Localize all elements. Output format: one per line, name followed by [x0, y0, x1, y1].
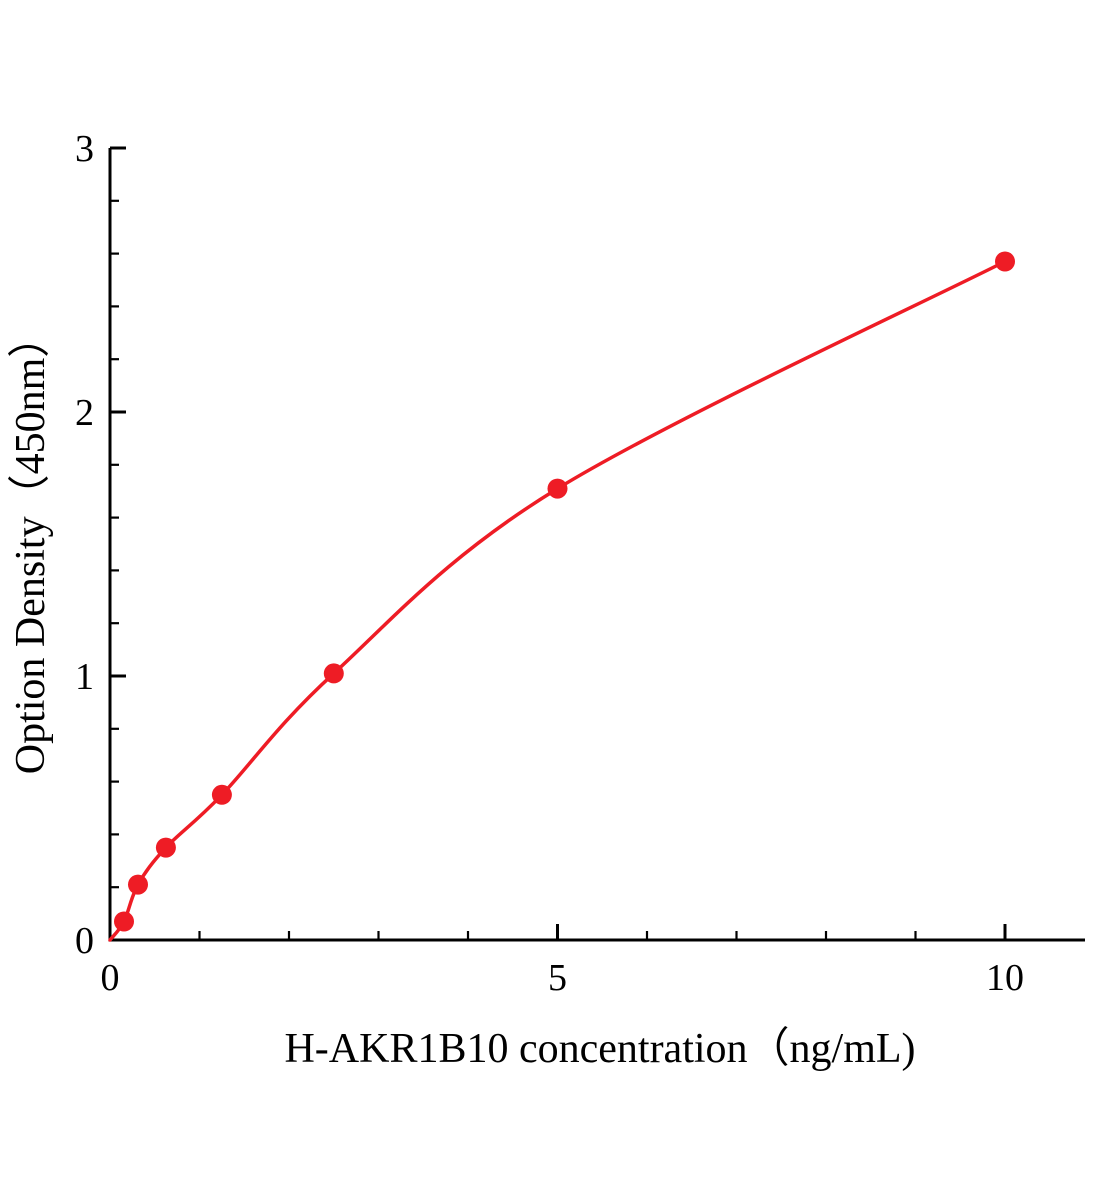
data-point: [211, 784, 232, 805]
x-tick-label: 0: [101, 957, 120, 999]
data-point: [128, 874, 148, 895]
y-tick-label: 2: [75, 392, 94, 434]
data-point: [323, 663, 344, 684]
y-tick-label: 0: [75, 920, 94, 962]
data-point: [995, 251, 1015, 272]
data-point: [155, 837, 176, 858]
y-axis-title: Option Density（450nm）: [8, 316, 54, 775]
x-tick-label: 5: [548, 957, 567, 999]
plot-area: 0 5 10 0 1 2 3: [75, 128, 1085, 999]
data-point: [547, 478, 568, 499]
x-axis-title: H-AKR1B10 concentration（ng/mL): [284, 1026, 915, 1072]
standard-curve-line: [108, 259, 1007, 942]
y-tick-label: 3: [75, 128, 94, 170]
y-tick-label: 1: [75, 656, 94, 698]
data-point: [114, 911, 134, 932]
x-tick-label: 10: [986, 957, 1024, 999]
